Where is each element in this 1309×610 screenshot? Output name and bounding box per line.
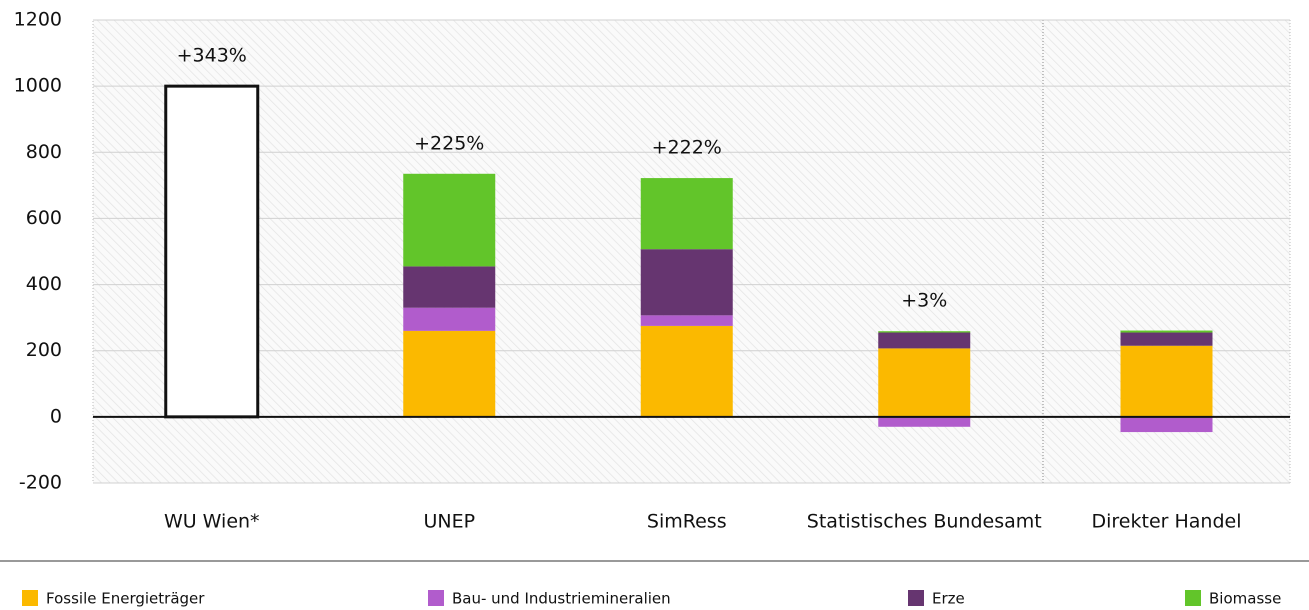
bar bbox=[1120, 330, 1213, 333]
bar bbox=[403, 266, 496, 308]
y-tick-label: 800 bbox=[26, 141, 62, 163]
x-tick-label: WU Wien* bbox=[164, 511, 260, 533]
legend-swatch bbox=[22, 590, 38, 606]
bar bbox=[640, 249, 733, 316]
bar bbox=[403, 173, 496, 267]
y-tick-label: 0 bbox=[50, 405, 62, 427]
bar bbox=[640, 325, 733, 417]
bar bbox=[878, 331, 971, 333]
x-tick-label: UNEP bbox=[423, 511, 475, 533]
bar bbox=[1120, 345, 1213, 417]
legend-swatch bbox=[428, 590, 444, 606]
y-tick-label: 1200 bbox=[14, 9, 62, 31]
annotation: +225% bbox=[414, 132, 484, 154]
x-tick-label: Direkter Handel bbox=[1092, 511, 1242, 533]
y-tick-label: -200 bbox=[19, 472, 62, 494]
bar bbox=[640, 315, 733, 326]
legend-label: Fossile Energieträger bbox=[46, 590, 205, 608]
bar bbox=[403, 307, 496, 331]
legend-swatch bbox=[1185, 590, 1201, 606]
bar bbox=[1120, 332, 1213, 346]
bar bbox=[403, 330, 496, 417]
bar bbox=[878, 416, 971, 427]
y-tick-label: 1000 bbox=[14, 75, 62, 97]
y-tick-label: 600 bbox=[26, 207, 62, 229]
annotation: +222% bbox=[652, 137, 722, 159]
legend-label: Erze bbox=[932, 590, 965, 608]
annotation: +343% bbox=[177, 45, 247, 67]
x-tick-label: SimRess bbox=[647, 511, 727, 533]
y-tick-label: 200 bbox=[26, 339, 62, 361]
legend-swatch bbox=[908, 590, 924, 606]
annotation: +3% bbox=[901, 290, 947, 312]
y-tick-label: 400 bbox=[26, 273, 62, 295]
bar bbox=[164, 84, 260, 419]
legend-label: Biomasse bbox=[1209, 590, 1281, 608]
bar bbox=[1120, 416, 1213, 433]
bar bbox=[878, 348, 971, 417]
x-tick-label: Statistisches Bundesamt bbox=[807, 511, 1042, 533]
legend-label: Bau- und Industriemineralien bbox=[452, 590, 671, 608]
bar bbox=[878, 332, 971, 349]
bar bbox=[640, 178, 733, 250]
